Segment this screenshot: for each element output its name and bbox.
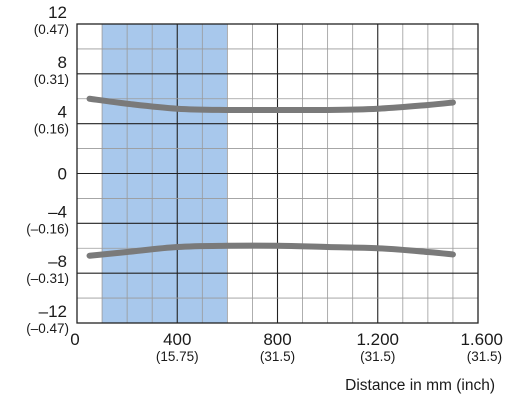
series-line-lower [86, 242, 456, 259]
x-tick-label: 400 [163, 330, 191, 349]
y-tick-sublabel: (–0.47) [26, 321, 69, 336]
y-tick-sublabel: (–0.31) [26, 271, 69, 286]
series-line-upper [86, 95, 456, 114]
y-tick-sublabel: (0.16) [34, 122, 69, 137]
y-tick-label: –12 [39, 302, 67, 321]
x-tick-label: 0 [70, 330, 79, 349]
x-tick-sublabel: (31.5) [360, 349, 395, 364]
y-tick-sublabel: (0.47) [34, 22, 69, 37]
y-tick-label: –4 [48, 202, 67, 221]
x-tick-label: 1.200 [356, 330, 399, 349]
y-tick-label: 4 [58, 103, 67, 122]
y-tick-sublabel: (–0.16) [26, 221, 69, 236]
x-tick-sublabel: (31.5) [467, 349, 502, 364]
y-tick-label: 0 [58, 165, 67, 184]
plot-frame [76, 23, 479, 324]
y-tick-label: –8 [48, 252, 67, 271]
x-axis-title: Distance in mm (inch) [345, 377, 495, 394]
x-tick-sublabel: (31.5) [260, 349, 295, 364]
x-tick-sublabel: (15.75) [156, 349, 199, 364]
y-tick-sublabel: (0.31) [34, 72, 69, 87]
y-tick-label: 12 [48, 3, 67, 22]
y-tick-label: 8 [58, 53, 67, 72]
x-tick-label: 1.600 [460, 330, 503, 349]
x-tick-label: 800 [263, 330, 291, 349]
